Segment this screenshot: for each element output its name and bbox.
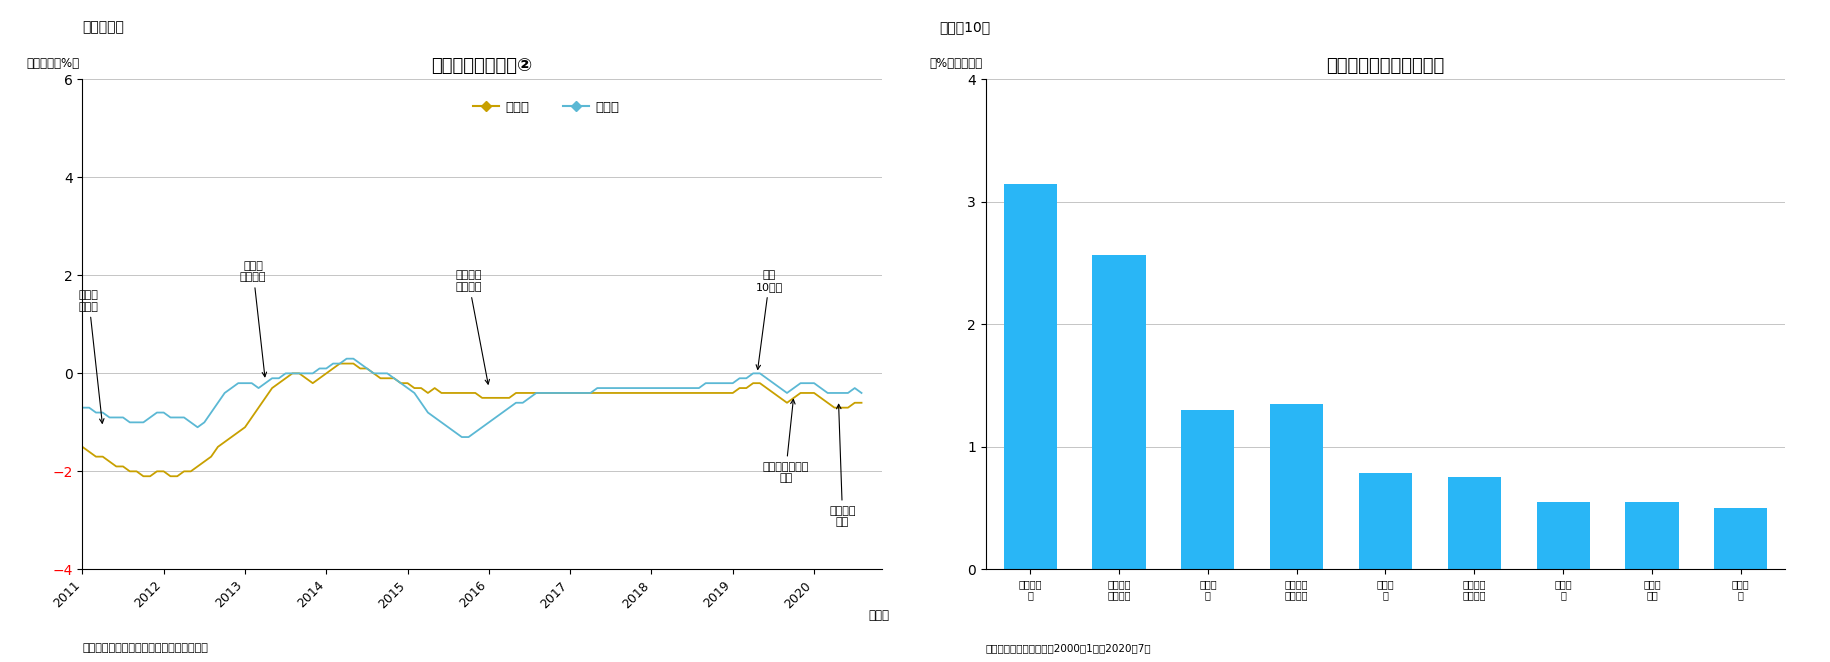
Text: 改元
10連休: 改元 10連休	[756, 271, 783, 369]
Text: （資料）日銀よりニッセイ基礎研究所作成: （資料）日銀よりニッセイ基礎研究所作成	[82, 643, 209, 653]
Text: 東日本
大震災: 東日本 大震災	[79, 290, 104, 423]
Text: マイナス
金利導入: マイナス 金利導入	[456, 271, 489, 384]
Bar	[1093, 255, 1146, 569]
Bar	[1448, 477, 1501, 569]
Text: （年）: （年）	[869, 608, 889, 622]
Title: 硬貨流通高の伸び②: 硬貨流通高の伸び②	[432, 57, 533, 75]
Text: （図表９）: （図表９）	[82, 20, 124, 34]
Text: （%ポイント）: （%ポイント）	[930, 57, 983, 70]
Legend: 五円玉, 一円玉: 五円玉, 一円玉	[467, 96, 624, 119]
Bar	[1625, 502, 1678, 569]
Bar	[1180, 410, 1233, 569]
Text: （注）計算の対象期間は2000年1月～2020年7月: （注）計算の対象期間は2000年1月～2020年7月	[985, 643, 1151, 653]
Text: 緊急事態
宣言: 緊急事態 宣言	[829, 404, 855, 527]
Bar	[1535, 502, 1588, 569]
Bar	[1358, 473, 1411, 569]
Bar	[1003, 183, 1056, 569]
Text: （図表10）: （図表10）	[939, 20, 990, 34]
Text: キャッシュレス
還元: キャッシュレス 還元	[761, 399, 809, 483]
Bar	[1270, 404, 1323, 569]
Title: 前年比伸び率の標準偏差: 前年比伸び率の標準偏差	[1325, 57, 1444, 75]
Text: （前年比：%）: （前年比：%）	[26, 57, 79, 70]
Bar	[1713, 508, 1766, 569]
Text: 異次元
緩和導入: 異次元 緩和導入	[240, 261, 267, 377]
